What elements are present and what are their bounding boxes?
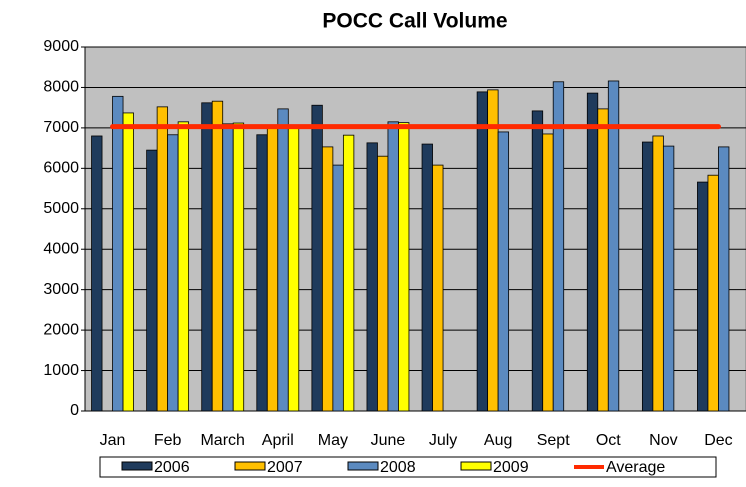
legend-swatch <box>347 461 379 471</box>
bar <box>487 89 499 412</box>
bar <box>321 146 334 412</box>
bar <box>177 121 190 412</box>
bar <box>146 149 158 412</box>
bar <box>167 134 179 412</box>
bar <box>421 143 433 412</box>
bar <box>531 110 544 412</box>
bar <box>232 122 245 412</box>
x-tick-label: Jan <box>100 432 126 449</box>
bar <box>718 146 730 412</box>
bar <box>311 104 323 412</box>
bar <box>697 181 709 412</box>
y-tick-label: 9000 <box>43 38 79 55</box>
legend-label: 2008 <box>380 459 416 476</box>
x-tick-label: Feb <box>154 432 182 449</box>
x-tick-label: Oct <box>596 432 621 449</box>
bar <box>377 155 389 412</box>
bar <box>641 141 654 412</box>
bar <box>432 164 444 412</box>
bar <box>332 164 344 412</box>
bar <box>222 123 234 412</box>
bar <box>287 127 300 412</box>
x-tick-label: June <box>371 432 406 449</box>
bar <box>91 135 103 412</box>
y-tick-label: 4000 <box>43 240 79 257</box>
bar <box>277 108 289 412</box>
legend-swatch <box>121 461 153 471</box>
bar <box>707 174 719 412</box>
bar <box>122 112 134 412</box>
legend-label: 2007 <box>267 459 303 476</box>
x-tick-label: March <box>200 432 244 449</box>
plot-area <box>84 46 746 412</box>
bar <box>607 80 620 412</box>
bar <box>342 134 355 412</box>
bar <box>211 100 224 412</box>
y-tick-label: 7000 <box>43 119 79 136</box>
bar <box>266 127 279 412</box>
bar <box>542 133 554 412</box>
bar <box>497 131 510 412</box>
y-tick-label: 6000 <box>43 160 79 177</box>
x-tick-label: Aug <box>484 432 512 449</box>
legend-swatch <box>234 461 266 471</box>
bar <box>398 122 410 412</box>
y-tick-label: 5000 <box>43 200 79 217</box>
bar <box>476 91 489 412</box>
legend-label: 2009 <box>493 459 529 476</box>
bar <box>662 145 675 412</box>
bar <box>387 121 399 412</box>
chart-title: POCC Call Volume <box>322 10 507 33</box>
x-tick-label: Nov <box>649 432 677 449</box>
legend-label: Average <box>606 459 665 476</box>
legend-label: 2006 <box>154 459 190 476</box>
y-tick-label: 0 <box>70 402 79 419</box>
bar <box>366 142 378 412</box>
legend-swatch <box>460 461 492 471</box>
x-tick-label: April <box>262 432 294 449</box>
y-tick-label: 3000 <box>43 281 79 298</box>
bar <box>112 95 124 412</box>
bar <box>201 102 213 412</box>
bar <box>256 134 268 412</box>
bar <box>552 81 565 412</box>
bar <box>586 92 599 412</box>
y-tick-label: 2000 <box>43 321 79 338</box>
y-tick-label: 8000 <box>43 79 79 96</box>
x-tick-label: May <box>318 432 348 449</box>
bar <box>156 106 169 412</box>
x-tick-label: Sept <box>537 432 570 449</box>
y-tick-label: 1000 <box>43 362 79 379</box>
x-tick-label: July <box>429 432 457 449</box>
x-tick-label: Dec <box>704 432 732 449</box>
bar <box>597 108 609 412</box>
bar <box>652 135 664 412</box>
